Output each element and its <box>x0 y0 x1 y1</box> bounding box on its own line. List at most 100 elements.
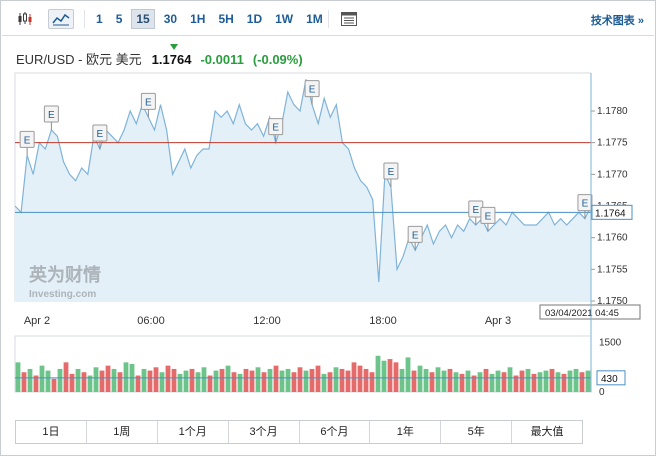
chart-toolbar: 1 5 15 30 1H 5H 1D 1W 1M 技术图表 » <box>2 2 654 36</box>
event-marker[interactable]: E <box>383 162 399 187</box>
volume-bar <box>351 362 357 392</box>
crosshair-date-label: 03/04/2021 04:45 <box>545 308 619 319</box>
range-button[interactable]: 最大值 <box>512 421 582 443</box>
range-button[interactable]: 6个月 <box>299 421 371 443</box>
tech-chart-link[interactable]: 技术图表 » <box>590 15 644 27</box>
event-marker[interactable]: E <box>140 92 156 118</box>
event-marker[interactable]: E <box>92 124 108 149</box>
line-chart-icon[interactable] <box>48 9 74 29</box>
volume-bar <box>189 368 195 392</box>
period-1h[interactable]: 1H <box>190 12 206 26</box>
volume-bar <box>171 368 177 392</box>
event-marker-box <box>268 118 284 136</box>
price-chart[interactable]: 英为财情Investing.comEEEEEEEEEEE1.17801.1775… <box>1 1 655 419</box>
range-button[interactable]: 3个月 <box>228 421 300 443</box>
price-axis-label: 1.1780 <box>597 106 628 117</box>
candlestick-icon[interactable] <box>14 9 36 29</box>
watermark-logo: 英为财情 <box>28 264 101 286</box>
volume-bar <box>249 370 255 392</box>
volume-bar <box>393 362 399 392</box>
price-axis-label: 1.1760 <box>597 233 628 244</box>
volume-axis-label: 1500 <box>599 338 622 349</box>
volume-bar <box>273 365 279 392</box>
watermark-text: Investing.com <box>29 289 96 300</box>
period-15[interactable]: 15 <box>131 9 155 29</box>
volume-bar <box>399 368 405 392</box>
volume-bar <box>279 370 285 392</box>
range-button[interactable]: 5年 <box>441 421 513 443</box>
volume-bar <box>105 365 111 392</box>
volume-bar <box>525 368 531 392</box>
price-axis-label: 1.1775 <box>597 138 628 149</box>
volume-bar <box>63 362 69 392</box>
instrument-name: EUR/USD - 欧元 美元 <box>16 52 142 67</box>
volume-bar <box>117 372 123 392</box>
event-marker[interactable]: E <box>19 130 35 156</box>
volume-bar <box>381 360 387 392</box>
volume-bar <box>441 370 447 392</box>
price-axis-label: 1.1755 <box>597 264 628 275</box>
period-5[interactable]: 5 <box>115 12 123 26</box>
event-marker-box <box>304 80 320 98</box>
volume-bar <box>417 365 423 392</box>
volume-bar <box>225 365 231 392</box>
volume-bar <box>123 362 129 392</box>
volume-bar <box>237 373 243 392</box>
volume-bar <box>423 368 429 392</box>
price-axis-label: 1.1750 <box>597 296 628 307</box>
event-marker-box <box>407 225 423 243</box>
volume-bar <box>453 372 459 392</box>
volume-bar <box>51 378 57 392</box>
volume-bar <box>201 367 207 392</box>
range-button[interactable]: 1日 <box>16 421 87 443</box>
event-marker-label: E <box>145 97 152 108</box>
event-marker[interactable]: E <box>577 194 593 219</box>
volume-bar <box>207 375 213 392</box>
event-marker-box <box>383 162 399 180</box>
volume-bar <box>111 368 117 392</box>
volume-current-box <box>596 370 626 386</box>
volume-bar <box>321 373 327 392</box>
toolbar-divider <box>328 10 329 28</box>
event-marker-label: E <box>309 85 316 96</box>
period-1w[interactable]: 1W <box>275 12 294 26</box>
volume-bar <box>87 375 93 392</box>
event-marker-label: E <box>48 110 55 121</box>
period-30[interactable]: 30 <box>163 12 178 26</box>
volume-bar <box>99 370 105 392</box>
volume-bar <box>465 370 471 392</box>
range-button[interactable]: 1周 <box>86 421 158 443</box>
volume-bar <box>585 370 591 392</box>
period-1[interactable]: 1 <box>96 12 103 26</box>
event-marker-label: E <box>485 211 492 222</box>
volume-bar <box>231 372 237 392</box>
event-marker[interactable]: E <box>480 206 496 232</box>
volume-bar <box>357 365 363 392</box>
period-1m[interactable]: 1M <box>306 12 323 26</box>
period-5h[interactable]: 5H <box>218 12 234 26</box>
volume-bar <box>387 359 393 392</box>
crosshair-date-box <box>539 304 641 320</box>
table-icon[interactable] <box>338 9 360 29</box>
event-marker[interactable]: E <box>43 105 59 130</box>
event-marker[interactable]: E <box>468 200 484 225</box>
event-marker-box <box>140 92 156 110</box>
event-marker[interactable]: E <box>304 80 320 105</box>
volume-bar <box>165 365 171 392</box>
volume-bar <box>219 368 225 392</box>
volume-bar <box>549 368 555 392</box>
volume-bar <box>447 368 453 392</box>
volume-bar <box>135 375 141 392</box>
event-marker[interactable]: E <box>268 118 284 143</box>
volume-bar <box>291 372 297 392</box>
range-button[interactable]: 1个月 <box>157 421 229 443</box>
event-marker[interactable]: E <box>407 225 423 251</box>
period-1d[interactable]: 1D <box>246 12 263 26</box>
volume-bar <box>285 368 291 392</box>
volume-bar <box>33 375 39 392</box>
volume-bar <box>507 367 513 392</box>
event-marker-label: E <box>97 129 104 140</box>
toolbar-divider <box>84 10 85 28</box>
volume-bar <box>81 372 87 392</box>
range-button[interactable]: 1年 <box>370 421 442 443</box>
